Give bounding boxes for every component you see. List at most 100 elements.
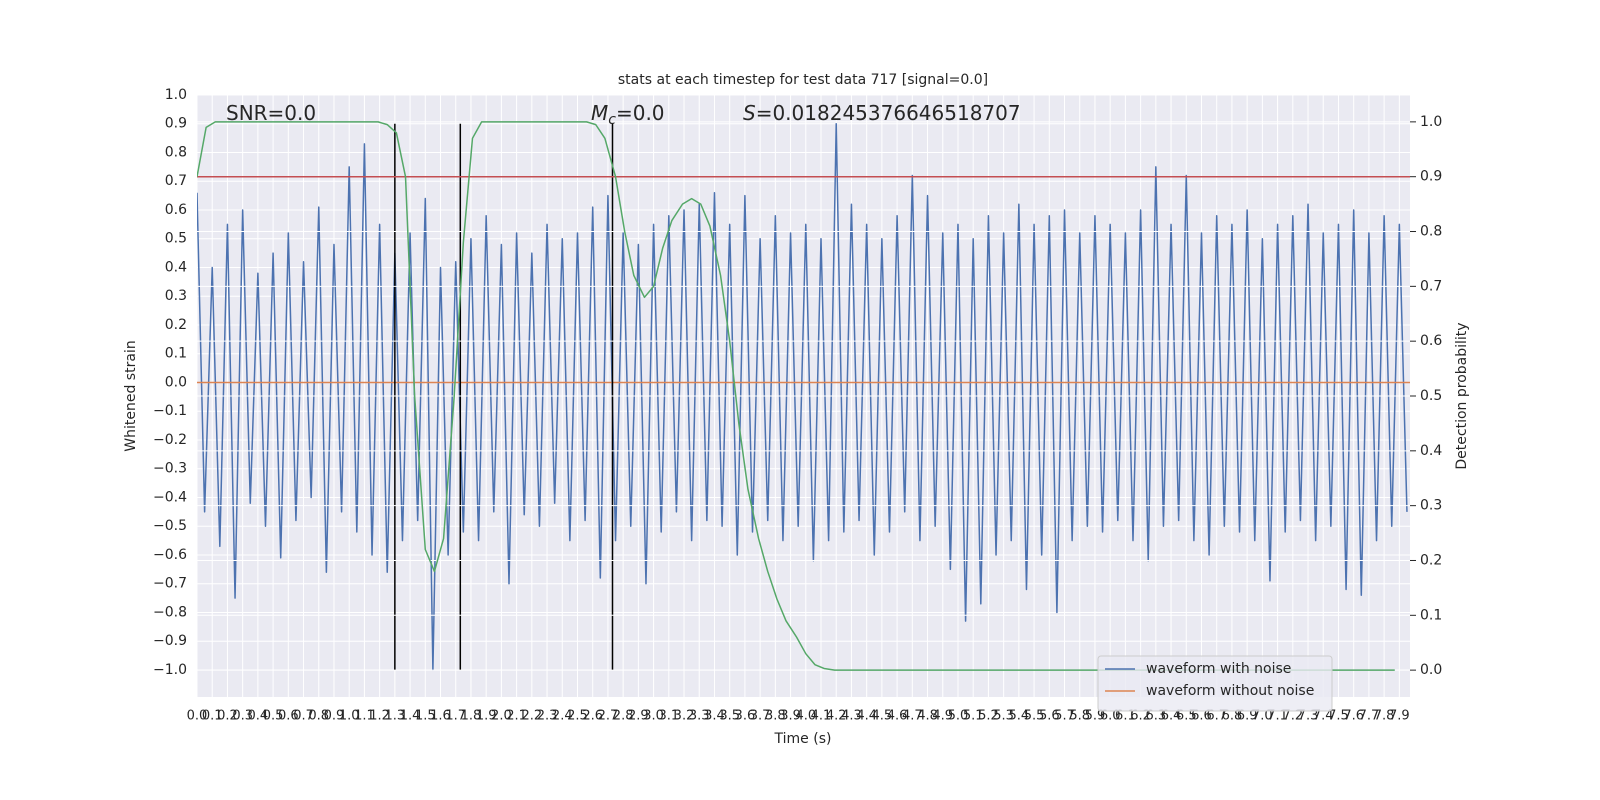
- y2-tick-label: 0.8: [1420, 224, 1442, 240]
- x-tick-label: 1.3: [385, 709, 406, 724]
- x-tick-label: 7.8: [1374, 709, 1395, 724]
- x-tick-label: 5.4: [1009, 709, 1030, 724]
- x-tick-label: 7.4: [1313, 709, 1334, 724]
- x-tick-label: 7.0: [1252, 709, 1273, 724]
- x-tick-label: 5.2: [978, 709, 999, 724]
- series-line: [197, 121, 1395, 671]
- x-tick-label: 2.9: [628, 709, 649, 724]
- y2-tick-label: 0.2: [1420, 552, 1442, 568]
- x-tick-label: 6.0: [1100, 709, 1121, 724]
- x-tick-label: 6.1: [1115, 709, 1136, 724]
- y-tick-label: −0.8: [153, 604, 187, 620]
- y-tick-label: 0.7: [165, 173, 187, 189]
- x-tick-label: 6.6: [1191, 709, 1212, 724]
- x-tick-label: 1.6: [430, 709, 451, 724]
- x-tick-label: 4.2: [826, 709, 847, 724]
- x-tick-label: 2.1: [506, 709, 527, 724]
- x-tick-label: 0.4: [248, 709, 269, 724]
- legend-label: waveform without noise: [1146, 683, 1314, 699]
- x-tick-label: 0.8: [308, 709, 329, 724]
- x-tick-label: 3.0: [643, 709, 664, 724]
- x-tick-label: 6.2: [1130, 709, 1151, 724]
- x-tick-label: 4.5: [872, 709, 893, 724]
- x-tick-label: 4.8: [917, 709, 938, 724]
- annotation-symbol: S: [743, 101, 756, 125]
- x-tick-label: 7.6: [1343, 709, 1364, 724]
- y-tick-label: −0.3: [153, 461, 187, 477]
- x-axis-label: Time (s): [774, 731, 832, 747]
- x-tick-label: 1.7: [445, 709, 466, 724]
- x-tick-label: 5.0: [948, 709, 969, 724]
- x-tick-label: 4.9: [932, 709, 953, 724]
- x-tick-label: 6.8: [1222, 709, 1243, 724]
- x-tick-label: 6.7: [1206, 709, 1227, 724]
- annotation-subscript: c: [608, 112, 616, 128]
- x-tick-label: 7.3: [1298, 709, 1319, 724]
- y-tick-label: −1.0: [153, 662, 187, 678]
- y2-tick-label: 0.6: [1420, 333, 1442, 349]
- x-tick-label: 3.5: [719, 709, 740, 724]
- x-tick-label: 3.6: [735, 709, 756, 724]
- y2-tick-label: 0.5: [1420, 388, 1442, 404]
- y2-tick-label: 1.0: [1420, 114, 1442, 130]
- y-tick-label: −0.9: [153, 633, 187, 649]
- x-tick-label: 2.6: [582, 709, 603, 724]
- y-tick-label: 0.2: [165, 317, 187, 333]
- x-tick-label: 7.9: [1389, 709, 1410, 724]
- y-tick-label: 0.5: [165, 231, 187, 247]
- x-tick-label: 3.2: [674, 709, 695, 724]
- y2-tick-label: 0.9: [1420, 169, 1442, 185]
- x-tick-label: 1.1: [354, 709, 375, 724]
- x-tick-label: 1.8: [461, 709, 482, 724]
- x-tick-label: 1.0: [339, 709, 360, 724]
- y-tick-label: 0.3: [165, 288, 187, 304]
- y-tick-label: 1.0: [165, 87, 187, 103]
- y-tick-label: −0.4: [153, 489, 187, 505]
- chart-title: stats at each timestep for test data 717…: [618, 72, 988, 88]
- x-tick-label: 0.9: [324, 709, 345, 724]
- legend-label: waveform with noise: [1146, 661, 1291, 677]
- y-tick-label: 0.8: [165, 144, 187, 160]
- annotation-symbol: M: [591, 101, 608, 125]
- x-tick-label: 3.9: [780, 709, 801, 724]
- x-tick-label: 4.3: [841, 709, 862, 724]
- x-tick-label: 0.2: [217, 709, 238, 724]
- x-tick-label: 5.9: [1085, 709, 1106, 724]
- y2-tick-label: 0.0: [1420, 662, 1442, 678]
- y2-tick-label: 0.7: [1420, 278, 1442, 294]
- x-tick-label: 4.4: [856, 709, 877, 724]
- y-tick-label: −0.1: [153, 403, 187, 419]
- x-tick-label: 4.0: [795, 709, 816, 724]
- y-tick-label: −0.6: [153, 547, 187, 563]
- annotation-text: SNR=0.0: [226, 101, 316, 125]
- y-tick-label: 0.4: [165, 259, 187, 275]
- x-tick-label: 2.0: [491, 709, 512, 724]
- x-tick-label: 1.2: [369, 709, 390, 724]
- x-tick-label: 2.3: [537, 709, 558, 724]
- y-axis-label: Whitened strain: [123, 340, 139, 451]
- x-tick-label: 6.3: [1145, 709, 1166, 724]
- x-tick-label: 2.2: [521, 709, 542, 724]
- y-tick-label: −0.5: [153, 518, 187, 534]
- x-tick-label: 6.5: [1176, 709, 1197, 724]
- x-tick-label: 3.1: [658, 709, 679, 724]
- y2-axis-label: Detection probability: [1454, 322, 1470, 469]
- x-tick-label: 5.1: [963, 709, 984, 724]
- x-tick-label: 5.8: [1069, 709, 1090, 724]
- x-tick-label: 0.3: [232, 709, 253, 724]
- x-tick-label: 2.5: [567, 709, 588, 724]
- y-tick-label: 0.0: [165, 374, 187, 390]
- y2-tick-label: 0.1: [1420, 607, 1442, 623]
- x-tick-label: 4.6: [887, 709, 908, 724]
- x-tick-label: 7.7: [1359, 709, 1380, 724]
- x-tick-label: 7.2: [1282, 709, 1303, 724]
- x-tick-label: 1.5: [415, 709, 436, 724]
- x-tick-label: 6.9: [1237, 709, 1258, 724]
- x-tick-label: 5.6: [1039, 709, 1060, 724]
- y-tick-label: −0.7: [153, 576, 187, 592]
- annotation-text: =0.0: [616, 101, 665, 125]
- series-line: [197, 123, 1408, 671]
- x-tick-label: 0.1: [202, 709, 223, 724]
